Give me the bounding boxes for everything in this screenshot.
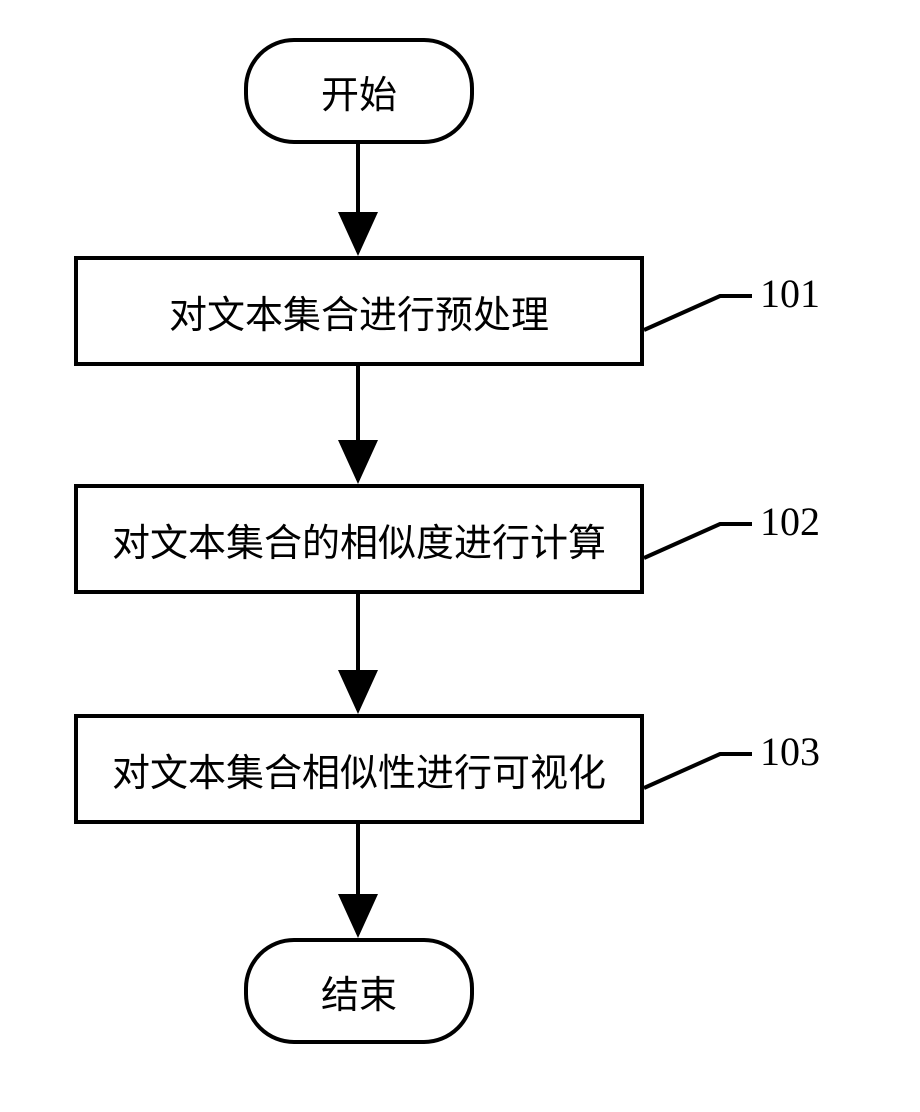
flowchart-canvas: 开始 对文本集合进行预处理 对文本集合的相似度进行计算 对文本集合相似性进行可视… (0, 0, 920, 1112)
callout-101 (644, 296, 752, 330)
label-101: 101 (760, 270, 820, 317)
label-102: 102 (760, 498, 820, 545)
label-103: 103 (760, 728, 820, 775)
node-step-103: 对文本集合相似性进行可视化 (74, 714, 644, 824)
callout-102 (644, 524, 752, 558)
node-step-101-text: 对文本集合进行预处理 (169, 284, 549, 339)
node-step-102-text: 对文本集合的相似度进行计算 (112, 512, 606, 567)
callout-103 (644, 754, 752, 788)
node-step-101: 对文本集合进行预处理 (74, 256, 644, 366)
node-step-103-text: 对文本集合相似性进行可视化 (112, 742, 606, 797)
node-start-text: 开始 (321, 64, 397, 119)
node-start: 开始 (244, 38, 474, 144)
node-end-text: 结束 (321, 964, 397, 1019)
node-end: 结束 (244, 938, 474, 1044)
node-step-102: 对文本集合的相似度进行计算 (74, 484, 644, 594)
